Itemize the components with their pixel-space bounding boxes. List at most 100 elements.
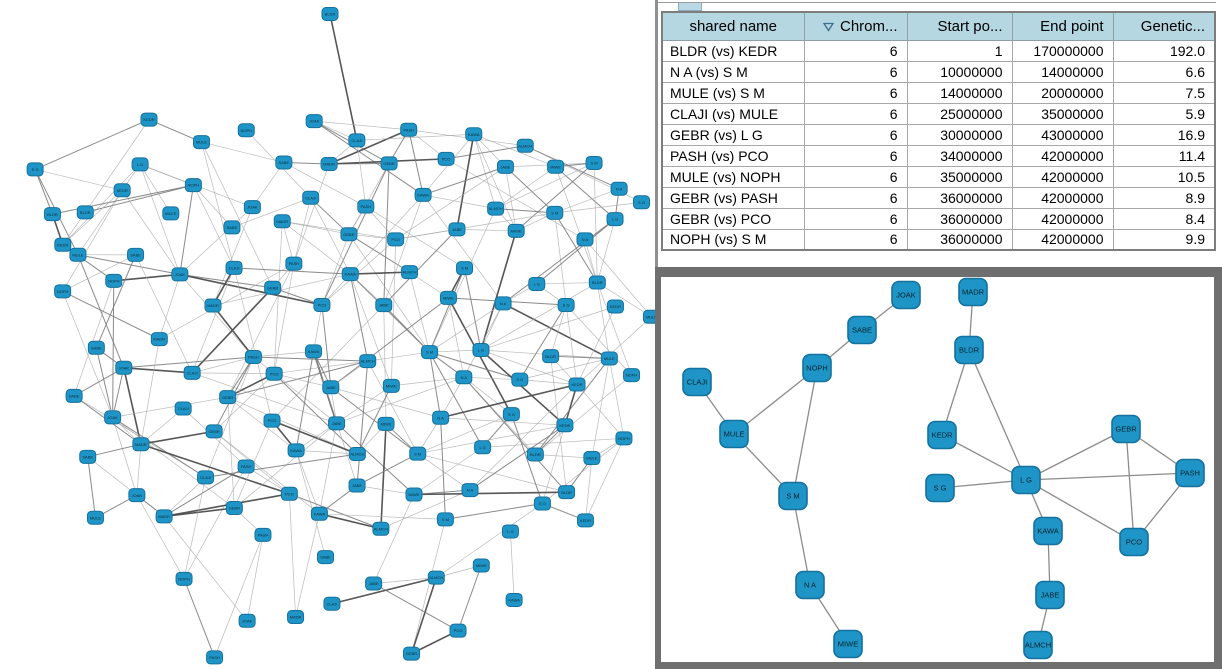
network-edge[interactable] (148, 119, 202, 143)
network-edge[interactable] (445, 503, 543, 520)
network-edge[interactable] (234, 423, 337, 509)
column-header-shared-name[interactable]: shared name (661, 11, 805, 41)
network-edge[interactable] (348, 233, 430, 353)
network-edge-LG-PCO[interactable] (1025, 479, 1135, 543)
network-node[interactable]: ALMCH (401, 265, 419, 280)
network-node[interactable]: MADR (273, 214, 291, 229)
network-edge[interactable] (183, 477, 206, 579)
network-edge[interactable] (515, 162, 595, 232)
network-edge[interactable] (296, 450, 358, 455)
network-edge[interactable] (584, 239, 652, 318)
network-node-PASH[interactable]: PASH (1175, 458, 1205, 488)
network-node[interactable]: PCO (280, 486, 298, 501)
column-header-chrom---[interactable]: Chrom... (803, 11, 908, 41)
network-edge[interactable] (348, 233, 410, 273)
network-edge[interactable] (555, 166, 598, 283)
network-edge[interactable] (293, 163, 330, 264)
network-node[interactable]: KEDR (140, 112, 158, 127)
network-edge[interactable] (350, 271, 410, 275)
network-node[interactable]: KAWA (287, 443, 305, 458)
network-node[interactable]: S G (633, 195, 651, 210)
network-edge[interactable] (505, 166, 517, 231)
network-edge[interactable] (62, 291, 113, 418)
network-edge[interactable] (542, 438, 625, 504)
network-edge[interactable] (554, 188, 620, 214)
network-edge[interactable] (330, 297, 449, 388)
network-node[interactable]: S M (585, 155, 603, 170)
network-edge-MULE-NOPH[interactable] (733, 367, 818, 435)
network-edge[interactable] (136, 494, 185, 580)
network-edge[interactable] (205, 453, 358, 478)
network-node[interactable]: JABE (496, 159, 514, 174)
network-node[interactable]: MIWE (377, 416, 395, 431)
network-node[interactable]: PCO (387, 232, 405, 247)
network-edge[interactable] (495, 208, 555, 214)
network-node-MADR[interactable]: MADR (958, 277, 988, 307)
network-node[interactable]: S G (557, 298, 575, 313)
network-node[interactable]: S G (502, 407, 520, 422)
network-node-SG[interactable]: S G (925, 473, 955, 503)
network-node[interactable]: PASH (285, 256, 303, 271)
network-edge[interactable] (383, 194, 424, 306)
sort-filter-icon[interactable] (822, 19, 835, 36)
network-edge[interactable] (77, 254, 125, 368)
network-edge[interactable] (121, 190, 181, 275)
network-edge[interactable] (356, 133, 474, 141)
network-edge[interactable] (456, 134, 475, 230)
network-edge[interactable] (576, 384, 625, 439)
network-edge[interactable] (283, 162, 366, 207)
network-edge[interactable] (502, 302, 610, 360)
network-node[interactable]: MADR (132, 437, 150, 452)
network-node-LG[interactable]: L G (1011, 465, 1041, 495)
network-edge[interactable] (349, 273, 392, 386)
network-node[interactable]: SABE (223, 220, 241, 235)
network-edge[interactable] (422, 194, 504, 304)
network-node[interactable]: ALMCH (372, 521, 390, 536)
network-edge[interactable] (576, 316, 652, 385)
network-node[interactable]: JABE (348, 478, 366, 493)
network-node-SABE[interactable]: SABE (847, 315, 877, 345)
network-node[interactable]: SABE (317, 550, 335, 565)
network-edge[interactable] (271, 419, 358, 455)
network-edge[interactable] (313, 120, 424, 196)
network-node[interactable]: NOPH (184, 178, 202, 193)
network-edge[interactable] (408, 129, 424, 196)
network-edge[interactable] (321, 239, 396, 306)
network-node[interactable]: MADR (287, 610, 305, 625)
network-edge-BLDR-LG[interactable] (968, 349, 1027, 481)
network-node[interactable]: JOAK (305, 114, 323, 129)
network-edge[interactable] (295, 450, 326, 558)
network-edge[interactable] (429, 208, 496, 353)
network-node[interactable]: L G (606, 212, 624, 227)
network-edge[interactable] (112, 417, 235, 509)
network-node[interactable]: S M (409, 446, 427, 461)
network-node[interactable]: KAWA (465, 127, 483, 142)
network-node[interactable]: N A (576, 232, 594, 247)
column-header-end-point[interactable]: End point (1011, 11, 1114, 41)
network-edge[interactable] (62, 190, 123, 292)
network-node-KEDR[interactable]: KEDR (927, 420, 957, 450)
network-node[interactable]: KAWA (305, 344, 323, 359)
network-edge[interactable] (365, 206, 465, 269)
network-node[interactable]: L G (501, 524, 519, 539)
network-edge[interactable] (536, 218, 616, 285)
network-edge[interactable] (282, 220, 396, 240)
network-node-PCO[interactable]: PCO (1119, 527, 1149, 557)
network-edge[interactable] (356, 453, 418, 486)
network-edge[interactable] (140, 430, 215, 446)
network-edge[interactable] (295, 450, 320, 514)
network-edge[interactable] (510, 531, 515, 601)
network-node[interactable]: MIWE (382, 378, 400, 393)
network-edge[interactable] (331, 576, 437, 605)
network-edge[interactable] (234, 267, 351, 275)
panel-scroll-tab[interactable] (678, 3, 702, 11)
network-edge[interactable] (139, 164, 172, 214)
network-node[interactable]: MIWE (472, 558, 490, 573)
network-edge[interactable] (429, 352, 442, 418)
network-edge[interactable] (163, 466, 247, 517)
network-edge[interactable] (246, 534, 264, 621)
network-node[interactable]: MULE (69, 247, 87, 262)
network-edge[interactable] (554, 201, 642, 214)
network-edge[interactable] (212, 304, 255, 358)
network-edge[interactable] (356, 385, 392, 455)
